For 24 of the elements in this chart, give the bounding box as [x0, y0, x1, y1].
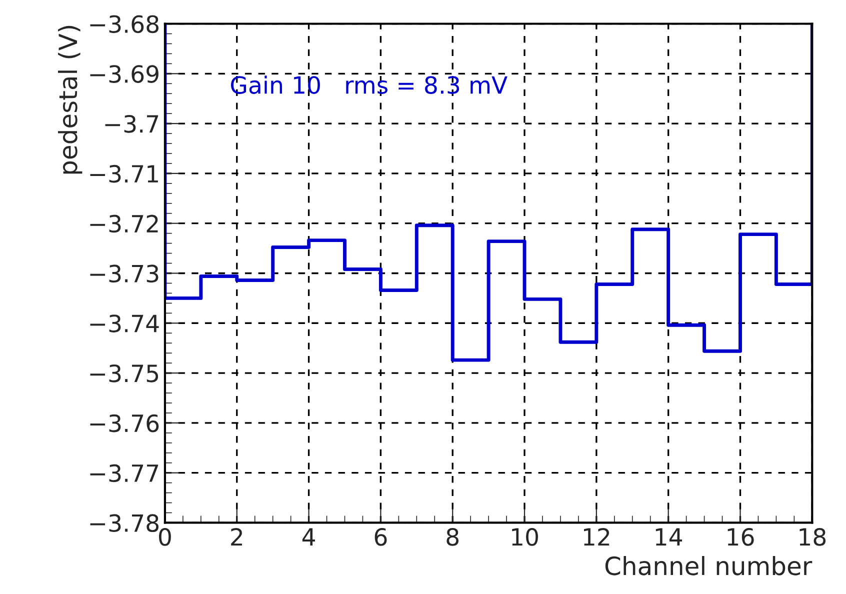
y-axis-title: pedestal (V)	[58, 26, 82, 174]
x-tick-label: 8	[446, 528, 459, 546]
y-tick-label: −3.74	[90, 314, 159, 332]
x-tick-label: 14	[656, 528, 682, 546]
y-tick-label: −3.76	[90, 414, 159, 432]
y-tick-label: −3.73	[90, 264, 158, 283]
x-tick-label: 10	[512, 528, 538, 546]
y-tick-label: −3.75	[90, 364, 158, 382]
x-tick-label: 6	[374, 528, 387, 546]
y-tick-label: −3.69	[90, 65, 158, 83]
y-tick-label: −3.68	[90, 15, 158, 34]
x-tick-label: 16	[728, 528, 754, 546]
x-tick-label: 4	[302, 528, 315, 546]
y-tick-label: −3.7	[105, 115, 158, 133]
y-tick-label: −3.71	[90, 164, 158, 183]
y-tick-label: −3.77	[90, 464, 158, 482]
x-tick-label: 18	[800, 528, 826, 546]
x-tick-label: 12	[584, 528, 610, 546]
y-tick-label: −3.72	[90, 214, 158, 233]
annotation: Gain 10 rms = 8.3 mV	[231, 76, 508, 94]
x-tick-label: 0	[159, 528, 171, 546]
x-tick-label: 2	[231, 528, 242, 546]
y-tick-label: −3.78	[90, 514, 158, 532]
x-axis-title: Channel number	[605, 556, 812, 576]
